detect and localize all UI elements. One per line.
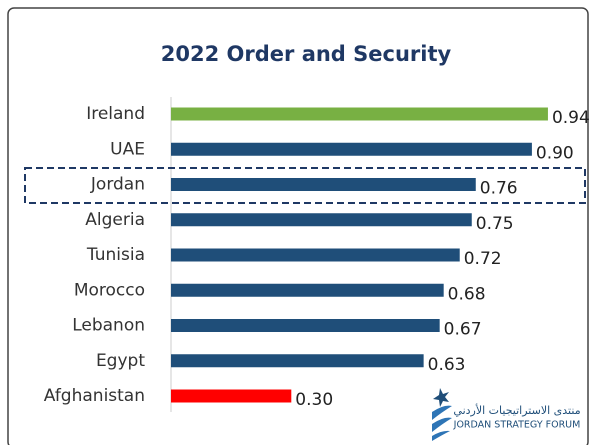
category-label: Jordan — [90, 175, 145, 195]
value-label: 0.63 — [428, 355, 466, 375]
logo-arabic: منتدى الاستراتيجيات الأردني — [453, 403, 580, 417]
value-label: 0.76 — [480, 179, 518, 199]
bar — [171, 213, 472, 227]
category-label: Morocco — [74, 280, 145, 300]
value-label: 0.67 — [444, 320, 482, 340]
highlight-box — [24, 167, 586, 204]
value-label: 0.72 — [464, 249, 502, 269]
logo-mark — [432, 405, 452, 441]
category-label: UAE — [110, 139, 145, 159]
bar — [171, 178, 476, 191]
logo: منتدى الاستراتيجيات الأردني JORDAN STRAT… — [432, 388, 581, 441]
logo-english: JORDAN STRATEGY FORUM — [453, 420, 581, 431]
category-label: Ireland — [86, 104, 145, 124]
logo-star — [433, 388, 449, 407]
bar — [171, 283, 444, 297]
chart-title: 2022 Order and Security — [161, 42, 452, 66]
bar — [171, 248, 460, 262]
bar — [171, 107, 548, 121]
category-label: Algeria — [85, 210, 145, 230]
value-label: 0.75 — [476, 214, 514, 234]
category-label: Afghanistan — [44, 386, 145, 406]
value-label: 0.90 — [536, 143, 574, 163]
bar — [171, 389, 292, 403]
value-label: 0.68 — [448, 284, 486, 304]
category-label: Egypt — [96, 351, 145, 371]
bar — [171, 142, 532, 156]
bar — [171, 354, 424, 368]
value-label: 0.30 — [295, 390, 333, 410]
category-label: Tunisia — [86, 245, 145, 265]
category-label: Lebanon — [72, 316, 145, 336]
bar — [171, 319, 440, 332]
value-label: 0.94 — [552, 108, 590, 128]
